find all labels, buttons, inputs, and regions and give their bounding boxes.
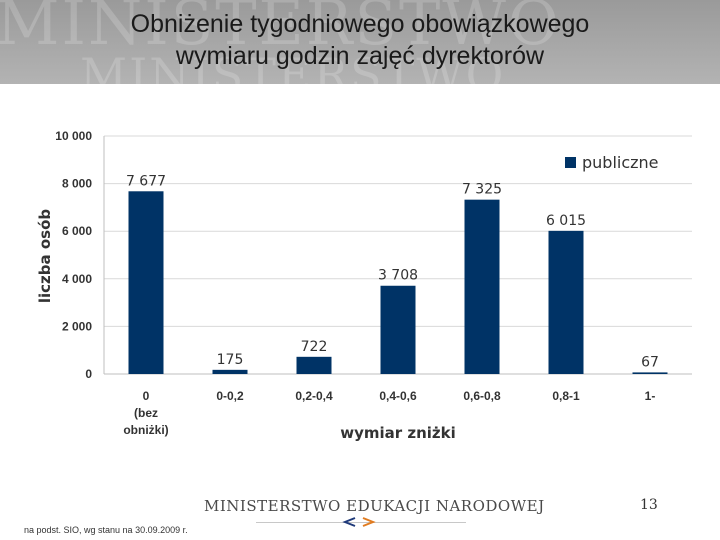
bar bbox=[464, 199, 500, 374]
source-note: na podst. SIO, wg stanu na 30.09.2009 r. bbox=[24, 525, 188, 535]
x-tick-label: 0,6-0,8 bbox=[463, 389, 501, 403]
legend-label: publiczne bbox=[582, 153, 659, 172]
bar bbox=[212, 369, 248, 374]
ministry-logo-icon bbox=[342, 517, 376, 527]
bar bbox=[632, 372, 668, 374]
y-tick-label: 6 000 bbox=[62, 224, 92, 238]
bar bbox=[128, 191, 164, 374]
slide-title-line: Obniżenie tygodniowego obowiązkowego bbox=[130, 10, 590, 38]
legend: publiczne bbox=[565, 153, 659, 172]
slide-header: MINISTERSTWO MINISTERSTWO Obniżenie tygo… bbox=[0, 0, 720, 84]
y-tick-label: 4 000 bbox=[62, 272, 92, 286]
y-tick-labels: 0 2 000 4 000 6 000 8 000 10 000 bbox=[55, 129, 92, 381]
x-axis-label: wymiar zniżki bbox=[340, 424, 456, 442]
data-label: 67 bbox=[641, 354, 659, 370]
x-tick-label: (bez bbox=[134, 406, 158, 420]
y-tick-label: 0 bbox=[85, 367, 92, 381]
ministry-name: MINISTERSTWO EDUKACJI NARODOWEJ bbox=[204, 497, 545, 515]
x-tick-label: 0 bbox=[143, 389, 150, 403]
x-tick-labels: 0 (bez obniżki) 0-0,2 0,2-0,4 0,4-0,6 0,6-0,8 0… bbox=[123, 389, 655, 437]
page-number: 13 bbox=[640, 497, 658, 513]
bar bbox=[548, 230, 584, 374]
y-tick-label: 2 000 bbox=[62, 319, 92, 333]
x-tick-label: 0,8-1 bbox=[552, 389, 580, 403]
x-tick-label: obniżki) bbox=[123, 423, 168, 437]
x-tick-label: 0-0,2 bbox=[216, 389, 244, 403]
legend-swatch bbox=[565, 157, 576, 168]
y-axis-label: liczba osób bbox=[36, 209, 54, 304]
data-label: 722 bbox=[301, 339, 328, 355]
data-label: 6 015 bbox=[546, 213, 586, 229]
bars bbox=[128, 191, 668, 374]
bar-chart: 7 677 175 722 3 708 7 325 6 015 67 0 2 000 4 000… bbox=[36, 129, 692, 442]
y-tick-label: 10 000 bbox=[55, 129, 92, 143]
data-label: 3 708 bbox=[378, 268, 418, 284]
slide-title: Obniżenie tygodniowego obowiązkowego wym… bbox=[0, 8, 720, 72]
data-labels: 7 677 175 722 3 708 7 325 6 015 67 bbox=[126, 173, 659, 370]
data-label: 175 bbox=[217, 352, 244, 368]
bar bbox=[296, 356, 332, 374]
data-label: 7 325 bbox=[462, 182, 502, 198]
y-tick-label: 8 000 bbox=[62, 177, 92, 191]
bar bbox=[380, 285, 416, 374]
watermark-text: MINISTERSTWO bbox=[80, 48, 506, 84]
footer-divider bbox=[256, 522, 466, 523]
slide-title-line: wymiaru godzin zajęć dyrektorów bbox=[175, 42, 545, 70]
x-tick-label: 0,4-0,6 bbox=[379, 389, 417, 403]
watermark-text: MINISTERSTWO bbox=[0, 0, 561, 59]
x-tick-label: 0,2-0,4 bbox=[295, 389, 333, 403]
data-label: 7 677 bbox=[126, 173, 166, 189]
x-tick-label: 1- bbox=[645, 389, 656, 403]
